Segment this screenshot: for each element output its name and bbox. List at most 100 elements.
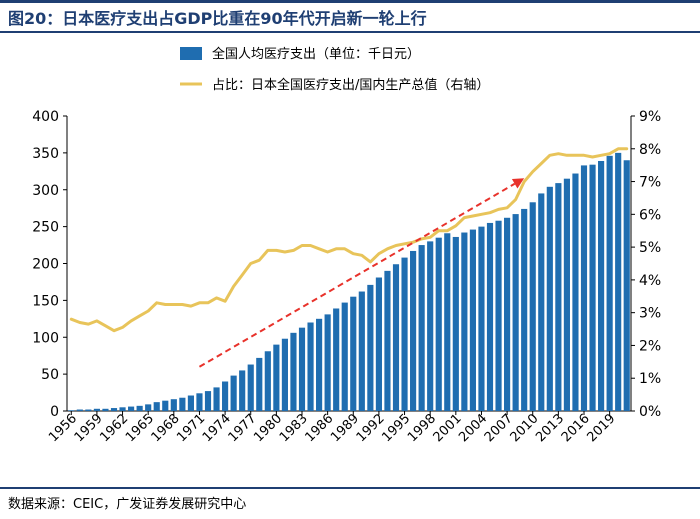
bar <box>76 409 83 411</box>
bar <box>110 408 118 411</box>
bar <box>384 270 391 411</box>
bar <box>298 327 306 411</box>
bar <box>358 291 365 411</box>
chart: 全国人均医疗支出（单位：千日元） 占比：日本全国医疗支出/国内生产总值（右轴） … <box>32 46 661 445</box>
trend-arrow-head <box>511 178 525 189</box>
bar <box>102 408 109 411</box>
x-tick-label: 1965 <box>123 411 157 445</box>
bar <box>324 314 331 411</box>
legend-bar-label: 全国人均医疗支出（单位：千日元） <box>212 46 420 62</box>
bottom-rule <box>0 487 700 489</box>
y-right-tick-label: 9% <box>639 109 661 125</box>
bar <box>68 410 75 411</box>
x-tick-label: 2013 <box>533 411 567 445</box>
x-tick-label: 2010 <box>508 411 542 445</box>
bar <box>281 338 288 411</box>
bar <box>204 391 212 411</box>
bar <box>307 322 314 411</box>
bar <box>392 264 400 411</box>
bar <box>452 236 459 411</box>
bar <box>572 173 579 411</box>
x-tick-label: 1989 <box>328 411 362 445</box>
ratio-line <box>69 147 629 333</box>
legend-line-label: 占比：日本全国医疗支出/国内生产总值（右轴） <box>212 77 489 93</box>
y-right-tick-label: 2% <box>639 338 661 354</box>
bar <box>179 397 186 411</box>
x-tick-label: 1980 <box>251 411 285 445</box>
x-tick-label: 1983 <box>277 411 311 445</box>
bar <box>264 351 271 411</box>
x-tick-label: 1998 <box>405 411 439 445</box>
x-tick-label: 1995 <box>379 411 413 445</box>
bar <box>119 407 126 411</box>
bar <box>538 193 545 411</box>
y-right-tick-label: 6% <box>639 207 661 223</box>
y-right-tick-label: 3% <box>639 306 661 322</box>
x-tick-label: 1977 <box>226 411 260 445</box>
bar <box>580 165 588 411</box>
bar <box>410 250 417 411</box>
top-rule <box>0 0 700 3</box>
y-left-tick-label: 250 <box>32 220 59 236</box>
bar <box>375 277 382 411</box>
trend-arrow-shaft <box>198 182 516 368</box>
legend: 全国人均医疗支出（单位：千日元） 占比：日本全国医疗支出/国内生产总值（右轴） <box>180 46 489 93</box>
bar <box>521 208 528 411</box>
bar <box>427 241 434 411</box>
bar <box>512 214 519 411</box>
bar <box>606 155 613 411</box>
figure-title: 图20：日本医疗支出占GDP比重在90年代开启新一轮上行 <box>8 9 427 28</box>
y-left-tick-label: 100 <box>32 330 59 346</box>
x-tick-label: 1971 <box>174 411 208 445</box>
x-tick-label: 2019 <box>584 411 618 445</box>
bar <box>230 375 237 411</box>
y-right-tick-label: 8% <box>639 142 661 158</box>
x-tick-label: 1962 <box>97 411 131 445</box>
bar <box>316 318 323 411</box>
bar <box>93 408 100 411</box>
bar <box>555 183 562 411</box>
bar <box>290 332 297 411</box>
x-tick-label: 1959 <box>72 411 106 445</box>
bar <box>495 220 502 411</box>
bar <box>478 226 485 411</box>
bar <box>239 370 246 411</box>
x-tick-label: 2004 <box>456 411 490 445</box>
x-tick-label: 1986 <box>302 411 336 445</box>
bar <box>623 160 630 411</box>
bar <box>529 202 536 411</box>
bar <box>504 217 511 411</box>
title-rule <box>0 31 700 33</box>
bar <box>187 395 194 411</box>
y-left-tick-label: 200 <box>32 257 59 273</box>
bar <box>128 406 135 411</box>
ratio-line-group <box>69 147 629 333</box>
x-tick-label: 2016 <box>559 411 593 445</box>
bar <box>222 381 229 411</box>
x-tick-label: 2007 <box>482 411 516 445</box>
y-right-tick-label: 4% <box>639 273 661 289</box>
bar <box>461 232 468 411</box>
bar <box>418 245 425 411</box>
bar <box>136 405 143 411</box>
bar <box>341 302 348 411</box>
bar <box>85 409 92 411</box>
y-right-tick-label: 7% <box>639 175 661 191</box>
x-tick-label: 1974 <box>200 411 234 445</box>
bar <box>256 357 263 411</box>
bar <box>247 364 254 411</box>
x-tick-label: 2001 <box>431 411 465 445</box>
bar <box>213 387 220 411</box>
y-left-tick-label: 50 <box>41 367 59 383</box>
y-right-tick-label: 1% <box>639 371 661 387</box>
bar <box>486 222 494 411</box>
bar <box>615 152 622 411</box>
bars <box>68 152 630 411</box>
source-note: 数据来源：CEIC，广发证券发展研究中心 <box>8 497 247 512</box>
bar <box>273 344 280 411</box>
bar <box>145 404 152 411</box>
legend-bar-swatch <box>180 47 202 60</box>
bar <box>444 233 451 411</box>
bar <box>367 284 374 411</box>
bar <box>435 237 442 411</box>
